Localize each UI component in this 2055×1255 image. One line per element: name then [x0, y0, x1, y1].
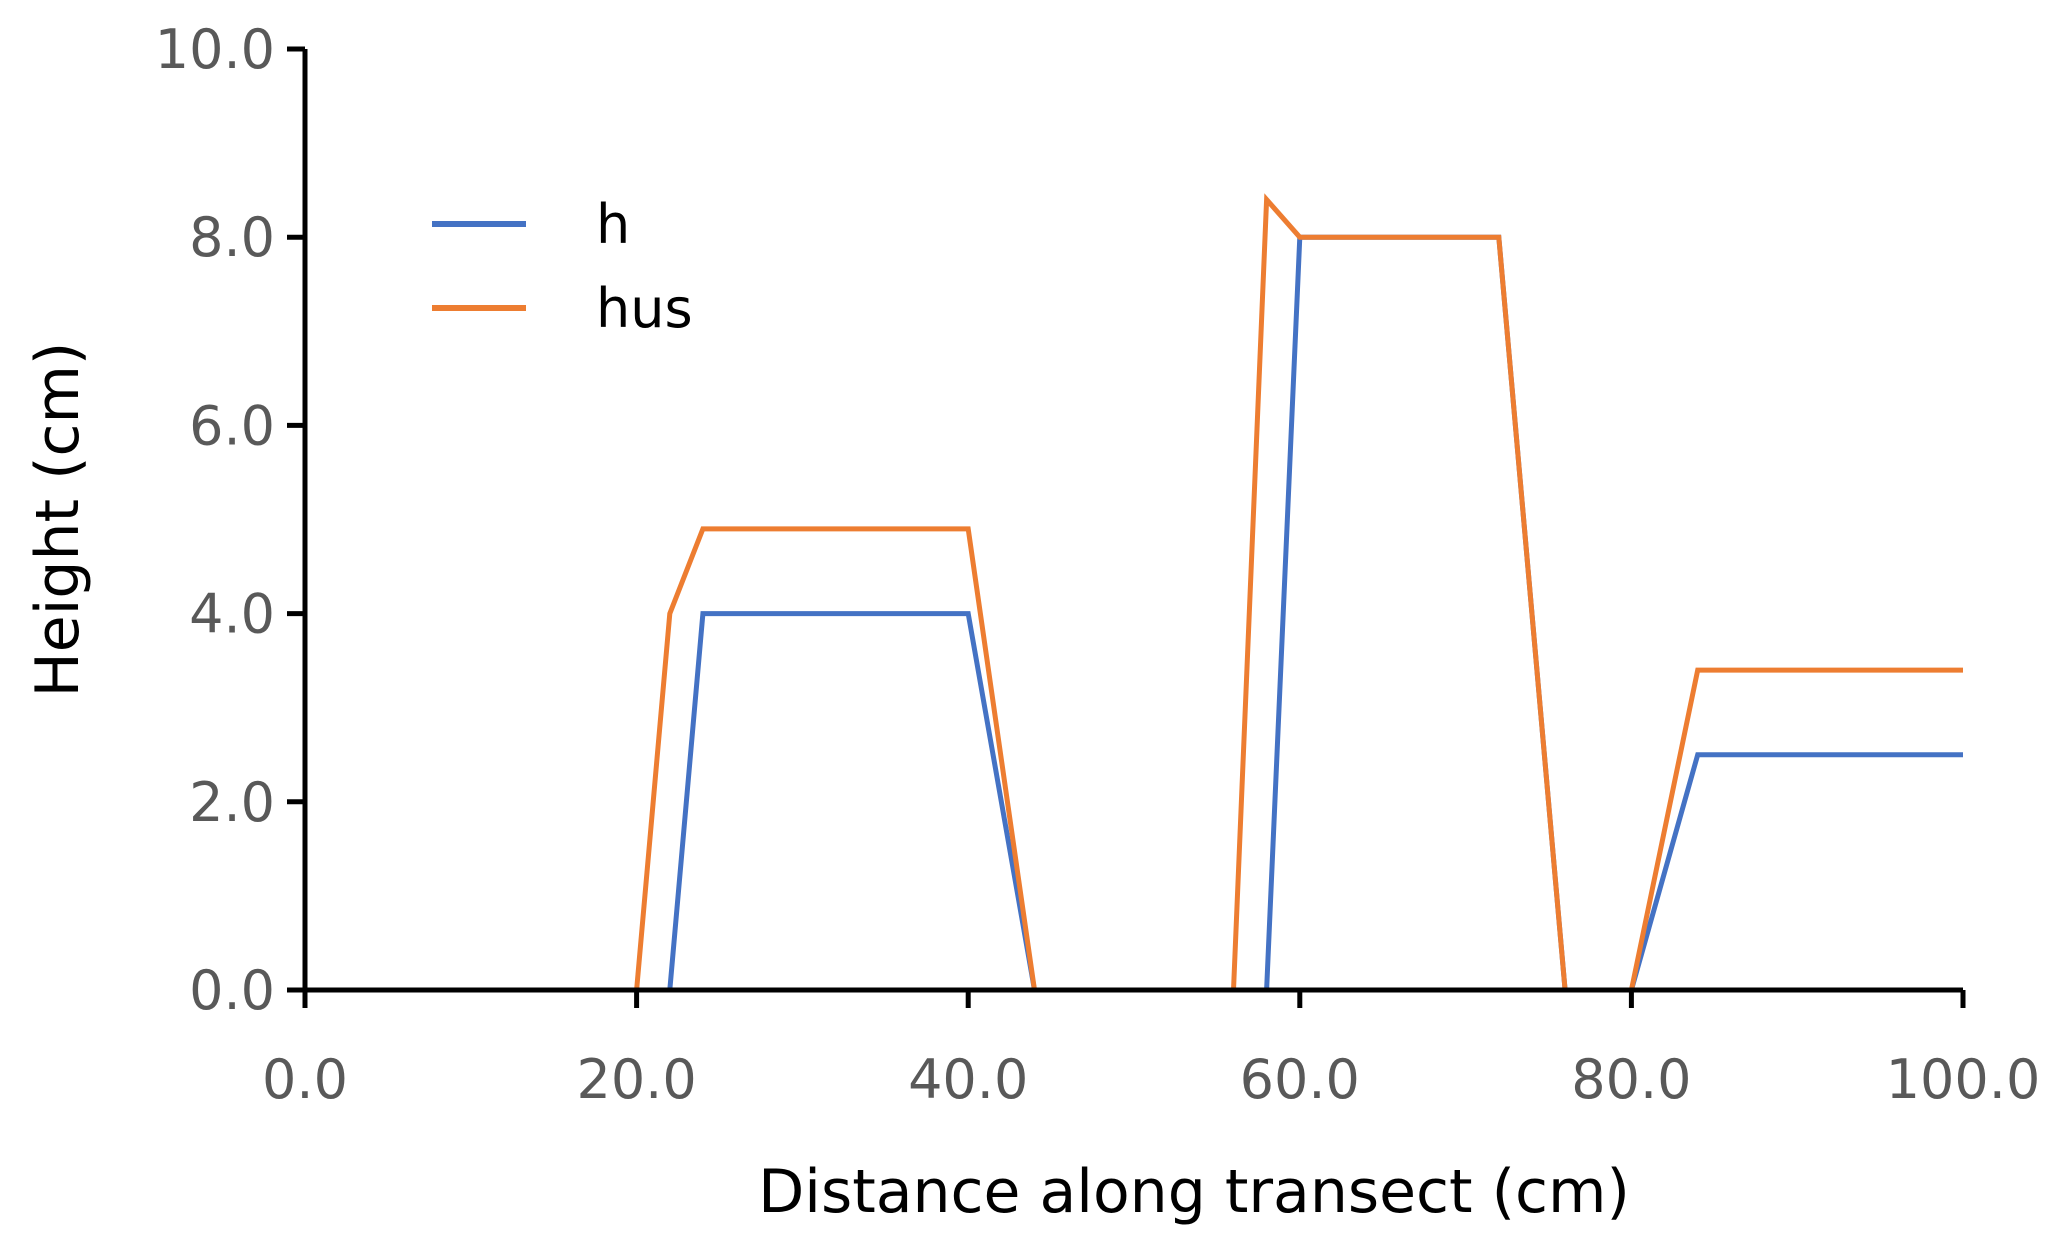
y-tick-label: 10.0: [155, 18, 275, 81]
legend-label-hus: hus: [596, 277, 693, 340]
x-tick-label: 40.0: [908, 1048, 1028, 1111]
y-tick-label: 6.0: [189, 394, 275, 457]
y-tick-label: 8.0: [189, 206, 275, 269]
x-tick-label: 100.0: [1886, 1048, 2041, 1111]
series-line-hus: [305, 193, 1963, 993]
y-tick-label: 2.0: [189, 771, 275, 834]
legend-label-h: h: [596, 193, 630, 256]
x-tick-label: 60.0: [1240, 1048, 1360, 1111]
y-ticks: 0.0 2.0 4.0 6.0 8.0 10.0: [155, 18, 305, 1022]
y-tick-label: 0.0: [189, 959, 275, 1022]
x-tick-label: 0.0: [262, 1048, 348, 1111]
plot-lines: [305, 193, 1963, 993]
legend: h hus: [432, 193, 693, 340]
y-tick-label: 4.0: [189, 583, 275, 646]
series-line-h: [305, 234, 1963, 993]
x-tick-label: 20.0: [576, 1048, 696, 1111]
x-axis-title: Distance along transect (cm): [758, 1157, 1630, 1227]
x-ticks: 0.0 20.0 40.0 60.0 80.0 100.0: [262, 990, 2040, 1111]
y-axis-title: Height (cm): [23, 342, 93, 698]
x-tick-label: 80.0: [1571, 1048, 1691, 1111]
